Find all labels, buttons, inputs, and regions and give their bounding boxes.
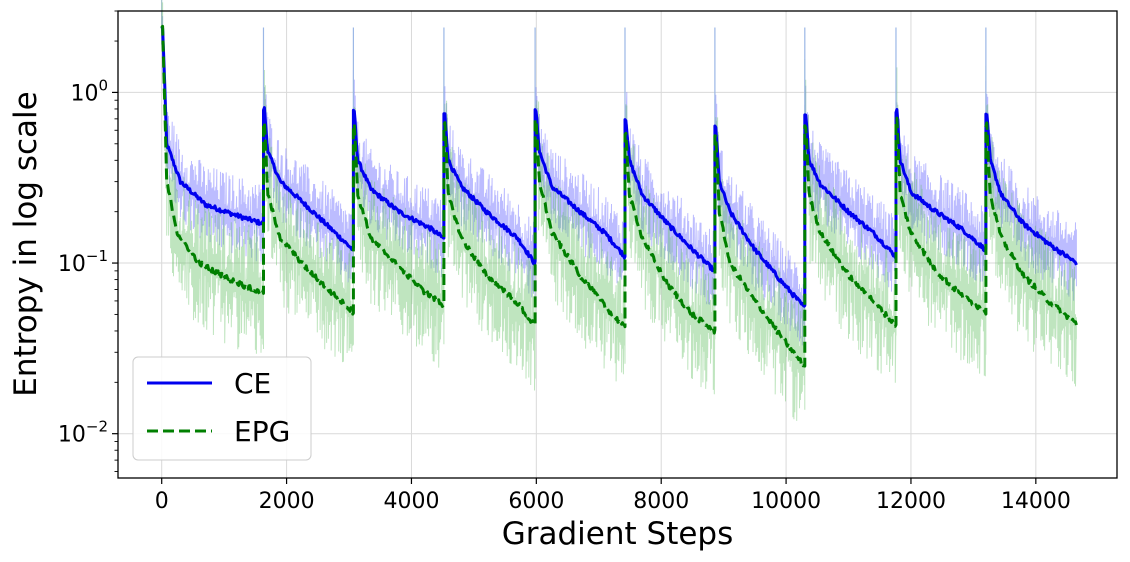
variance-bands [161,0,1077,421]
x-axis-label: Gradient Steps [502,516,734,552]
y-tick-label: 100 [70,76,108,106]
y-axis-ticks: 100 10−1 10−2 [58,10,118,473]
y-axis-label: Entropy in log scale [8,91,44,396]
x-axis-ticks: 0 2000 4000 6000 8000 10000 12000 14000 [155,478,1071,514]
legend-label-ce: CE [234,367,271,400]
plot-frame [117,10,1118,479]
x-tick-label: 10000 [751,489,821,514]
series-line-epg [160,24,1078,368]
band-epg [161,0,1077,421]
x-tick-label: 4000 [383,489,439,514]
legend-label-epg: EPG [234,415,290,448]
band-ce [161,0,1077,348]
legend: CE EPG [132,356,312,461]
series-line-ce [160,26,1078,308]
x-tick-label: 2000 [259,489,315,514]
x-tick-label: 8000 [633,489,689,514]
x-tick-label: 14000 [1001,489,1071,514]
x-tick-label: 6000 [508,489,564,514]
x-tick-label: 12000 [876,489,946,514]
series-lines [160,24,1078,368]
y-tick-label: 10−2 [58,418,108,448]
y-tick-label: 10−1 [58,247,108,277]
x-tick-label: 0 [155,489,169,514]
